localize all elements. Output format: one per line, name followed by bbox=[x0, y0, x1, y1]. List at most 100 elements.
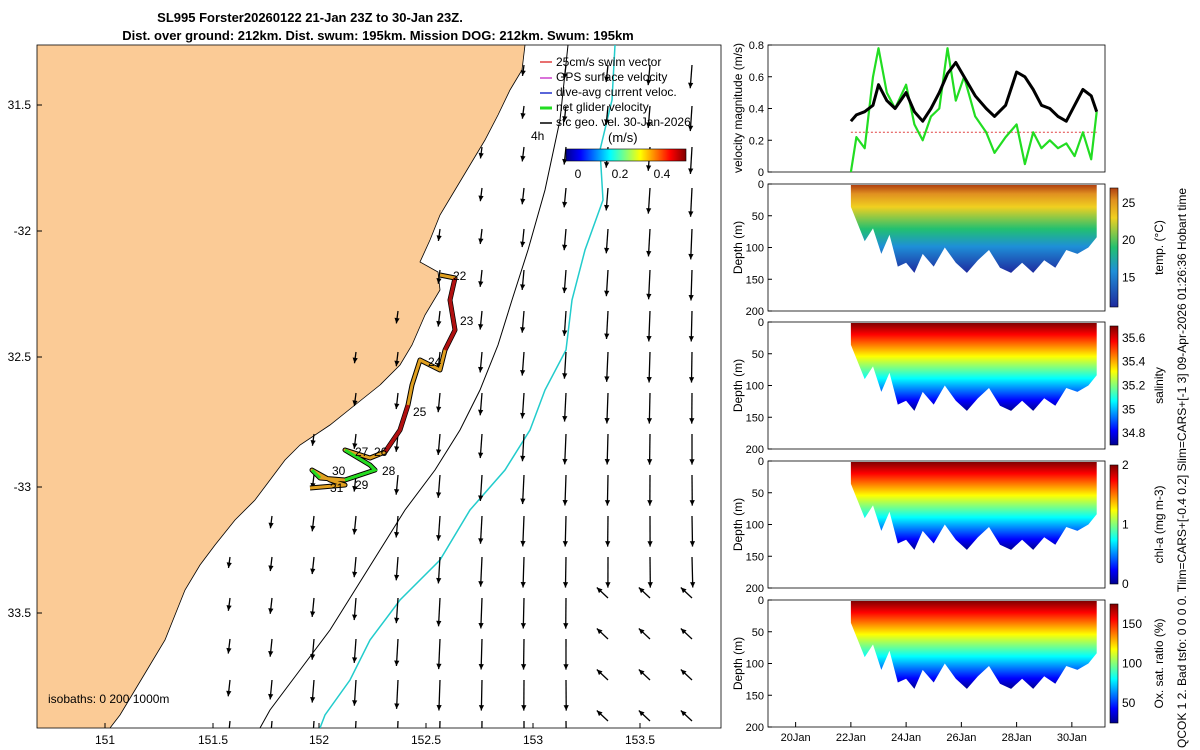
heatmap-y-tick-label: 0 bbox=[758, 595, 764, 607]
legend-label: GPS surface velocity bbox=[556, 70, 667, 84]
time-tick-label: 28Jan bbox=[1002, 732, 1032, 744]
legend-label: dive-avg current veloc. bbox=[556, 85, 677, 99]
geo-velocity-arrowhead bbox=[478, 452, 484, 459]
geo-velocity-arrowhead bbox=[352, 400, 358, 406]
velocity-axes bbox=[767, 44, 1106, 173]
geo-velocity-arrowhead bbox=[394, 446, 400, 452]
glider-track-fast-segment bbox=[383, 277, 457, 453]
geo-velocity-arrowhead bbox=[596, 587, 603, 594]
geo-velocity-arrowhead bbox=[394, 660, 400, 667]
salinity-section bbox=[767, 321, 1106, 450]
geo-velocity-arrowhead bbox=[352, 357, 358, 364]
colorbar-tick-label: 1 bbox=[1122, 518, 1129, 532]
geo-velocity-arrowhead bbox=[478, 705, 485, 711]
geo-velocity-arrowhead bbox=[520, 113, 526, 119]
time-series-panels: 0 0.2 0.4 0.6 0.8 velocity magnitude (m/s) D… bbox=[731, 40, 1166, 744]
day-label: 26 bbox=[374, 445, 388, 459]
geo-velocity-arrowhead bbox=[596, 669, 603, 676]
velocity-plot-lines bbox=[849, 47, 1099, 173]
geo-velocity-arrowhead bbox=[394, 617, 400, 624]
geo-velocity-arrowhead bbox=[352, 528, 358, 535]
heatmap-colorbar bbox=[1109, 603, 1119, 724]
header-line-2: Dist. over ground: 212km. Dist. swum: 19… bbox=[122, 28, 634, 43]
velocity-ylabel: velocity magnitude (m/s) bbox=[731, 43, 745, 173]
geo-velocity-arrowhead bbox=[646, 293, 652, 300]
geo-velocity-arrowhead bbox=[478, 538, 484, 544]
colorbar-tick-label: 0 bbox=[1122, 577, 1129, 591]
day-label: 27 bbox=[355, 445, 369, 459]
geo-velocity-arrowhead bbox=[688, 377, 695, 383]
heatmap-ylabel: Depth (m) bbox=[731, 221, 745, 274]
heatmap-y-tick-label: 50 bbox=[752, 627, 764, 639]
geo-velocity-arrowhead bbox=[520, 198, 526, 205]
geo-velocity-arrowhead bbox=[562, 499, 568, 506]
colorbar-tick-label: 20 bbox=[1122, 233, 1136, 247]
geo-velocity-arrowhead bbox=[478, 152, 484, 159]
day-label: 31 bbox=[330, 481, 344, 495]
geo-velocity-arrowhead bbox=[596, 628, 603, 635]
geo-velocity-arrowhead bbox=[520, 155, 526, 162]
geo-velocity-arrowhead bbox=[268, 650, 274, 657]
colorbar-tick: 0.2 bbox=[612, 167, 629, 181]
geo-velocity-arrowhead bbox=[436, 663, 442, 670]
geo-velocity-arrowhead bbox=[268, 693, 274, 700]
geo-velocity-arrowhead bbox=[647, 582, 653, 588]
geo-velocity-arrowhead bbox=[646, 250, 652, 257]
geo-velocity-arrowhead bbox=[226, 605, 232, 611]
geo-velocity-arrowhead bbox=[604, 376, 610, 382]
day-label: 28 bbox=[382, 464, 396, 478]
geo-velocity-arrowhead bbox=[563, 623, 569, 629]
geo-velocity-arrowhead bbox=[226, 647, 232, 654]
geo-velocity-arrowhead bbox=[638, 587, 645, 594]
geo-velocity-arrowhead bbox=[689, 541, 696, 547]
geo-velocity-arrowhead bbox=[310, 440, 316, 446]
heatmap-y-tick-label: 0 bbox=[758, 179, 764, 191]
geo-velocity-arrowhead bbox=[520, 455, 526, 462]
geo-velocity-arrowhead bbox=[646, 122, 652, 128]
heatmap-y-tick-label: 0 bbox=[758, 456, 764, 468]
heatmap-y-tick-label: 150 bbox=[746, 274, 764, 286]
geo-velocity-arrowhead bbox=[478, 238, 484, 244]
geo-velocity-arrowhead bbox=[478, 366, 484, 373]
colorbar-tick-label: 35.2 bbox=[1122, 379, 1146, 393]
geo-velocity-arrowhead bbox=[436, 320, 442, 327]
geo-velocity-arrowhead bbox=[680, 587, 687, 594]
legend-label: sfc geo. vel. 30-Jan-2026 bbox=[556, 115, 691, 129]
geo-velocity-arrowhead bbox=[604, 76, 610, 83]
heatmap-y-tick-label: 0 bbox=[758, 317, 764, 329]
day-label: 24 bbox=[428, 355, 442, 369]
time-tick-label: 20Jan bbox=[781, 732, 811, 744]
heatmap-y-tick-label: 50 bbox=[752, 488, 764, 500]
geo-velocity-arrowhead bbox=[436, 620, 442, 627]
geo-velocity-arrowhead bbox=[521, 705, 527, 711]
geo-velocity-arrowhead bbox=[647, 459, 653, 465]
geo-velocity-arrowhead bbox=[646, 377, 652, 383]
geo-velocity-arrowhead bbox=[646, 208, 652, 214]
glider-track-slow-segment bbox=[310, 448, 378, 482]
geo-velocity-arrowhead bbox=[268, 565, 274, 572]
geo-velocity-arrowhead bbox=[394, 703, 400, 709]
time-tick-label: 30Jan bbox=[1057, 732, 1087, 744]
geo-velocity-arrowhead bbox=[520, 498, 526, 505]
oxygen-section bbox=[767, 599, 1106, 728]
geo-velocity-arrowhead bbox=[688, 336, 694, 342]
geo-velocity-arrowhead bbox=[520, 241, 526, 248]
geo-velocity-arrowhead bbox=[478, 664, 484, 670]
geo-velocity-arrowhead bbox=[268, 737, 273, 743]
geo-velocity-arrowhead bbox=[352, 657, 358, 663]
geo-velocity-arrowhead bbox=[394, 746, 399, 750]
geo-velocity-arrow bbox=[228, 720, 231, 728]
geostrophic-arrow-field bbox=[226, 64, 696, 750]
map-panel: 151 151.5 152 152.5 153 153.5 31.5-3232.5-333… bbox=[8, 44, 722, 750]
time-axis-ticks: 20Jan 22Jan 24Jan 26Jan 28Jan 30Jan bbox=[781, 722, 1087, 744]
heatmap-colorbar-label: temp. (°C) bbox=[1152, 220, 1166, 275]
geo-velocity-arrowhead bbox=[689, 459, 695, 465]
geo-velocity-arrowhead bbox=[562, 116, 568, 122]
geo-velocity-arrowhead bbox=[520, 70, 526, 76]
heatmap-y-tick-label: 200 bbox=[746, 722, 764, 734]
geo-velocity-arrowhead bbox=[562, 73, 568, 79]
geo-velocity-arrowhead bbox=[605, 582, 611, 588]
heatmap-ylabel: Depth (m) bbox=[731, 637, 745, 690]
day-label: 30 bbox=[332, 464, 346, 478]
heatmap-field bbox=[850, 462, 1097, 550]
